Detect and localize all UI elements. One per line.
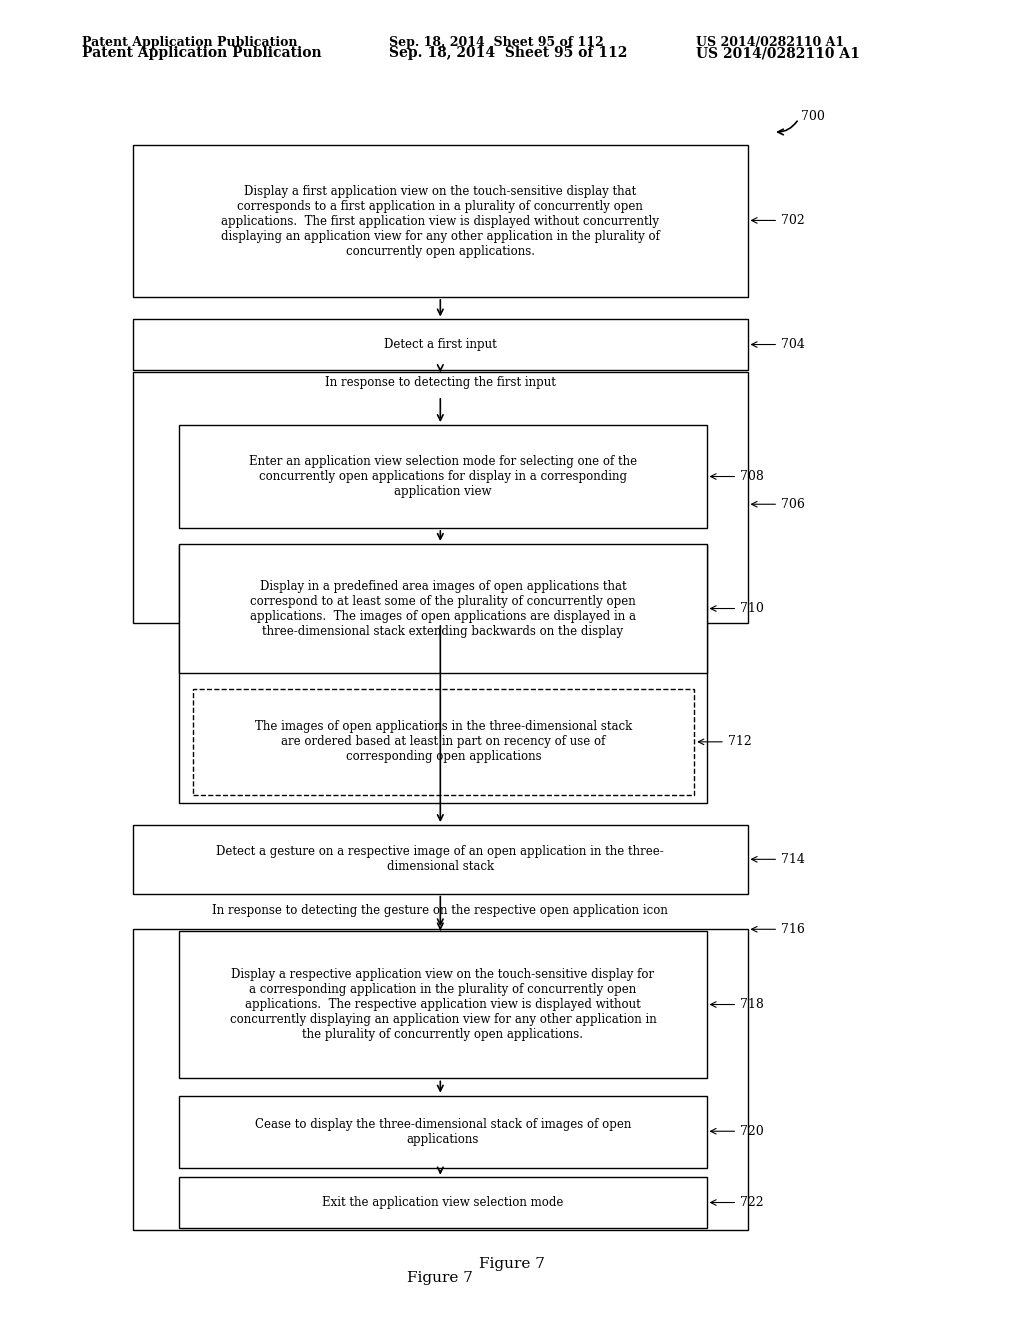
FancyBboxPatch shape <box>179 425 707 528</box>
Text: 706: 706 <box>781 498 805 511</box>
FancyBboxPatch shape <box>179 1177 707 1228</box>
FancyBboxPatch shape <box>179 544 707 673</box>
Bar <box>133 929 748 1230</box>
Text: Figure 7: Figure 7 <box>408 1271 473 1284</box>
Text: 712: 712 <box>728 735 752 748</box>
FancyBboxPatch shape <box>179 931 707 1078</box>
FancyBboxPatch shape <box>179 1096 707 1168</box>
Text: 714: 714 <box>781 853 805 866</box>
Text: Cease to display the three-dimensional stack of images of open
applications: Cease to display the three-dimensional s… <box>255 1118 631 1146</box>
Text: 716: 716 <box>781 923 805 936</box>
Text: US 2014/0282110 A1: US 2014/0282110 A1 <box>696 36 845 49</box>
Text: Display a respective application view on the touch-sensitive display for
a corre: Display a respective application view on… <box>229 968 656 1041</box>
Text: Display in a predefined area images of open applications that
correspond to at l: Display in a predefined area images of o… <box>250 579 636 638</box>
FancyBboxPatch shape <box>133 825 748 894</box>
Text: Exit the application view selection mode: Exit the application view selection mode <box>323 1196 563 1209</box>
Bar <box>179 545 707 803</box>
Text: 708: 708 <box>740 470 764 483</box>
Text: 700: 700 <box>801 110 824 123</box>
Text: 722: 722 <box>740 1196 764 1209</box>
Text: Patent Application Publication: Patent Application Publication <box>82 36 297 49</box>
Text: In response to detecting the gesture on the respective open application icon: In response to detecting the gesture on … <box>212 904 669 917</box>
Text: Sep. 18, 2014  Sheet 95 of 112: Sep. 18, 2014 Sheet 95 of 112 <box>389 46 628 61</box>
FancyBboxPatch shape <box>133 319 748 370</box>
Text: Figure 7: Figure 7 <box>479 1257 545 1271</box>
Text: Detect a first input: Detect a first input <box>384 338 497 351</box>
Text: US 2014/0282110 A1: US 2014/0282110 A1 <box>696 46 860 61</box>
Text: 718: 718 <box>740 998 764 1011</box>
Text: 702: 702 <box>781 214 805 227</box>
Text: Detect a gesture on a respective image of an open application in the three-
dime: Detect a gesture on a respective image o… <box>216 845 665 874</box>
Text: 710: 710 <box>740 602 764 615</box>
FancyBboxPatch shape <box>133 145 748 297</box>
Text: Sep. 18, 2014  Sheet 95 of 112: Sep. 18, 2014 Sheet 95 of 112 <box>389 36 604 49</box>
Text: In response to detecting the first input: In response to detecting the first input <box>325 376 556 389</box>
Text: The images of open applications in the three-dimensional stack
are ordered based: The images of open applications in the t… <box>255 721 632 763</box>
Bar <box>133 372 748 623</box>
Text: 704: 704 <box>781 338 805 351</box>
Text: 720: 720 <box>740 1125 764 1138</box>
FancyBboxPatch shape <box>193 689 694 795</box>
Text: Display a first application view on the touch-sensitive display that
corresponds: Display a first application view on the … <box>221 185 659 257</box>
Text: Enter an application view selection mode for selecting one of the
concurrently o: Enter an application view selection mode… <box>249 455 637 498</box>
Text: Patent Application Publication: Patent Application Publication <box>82 46 322 61</box>
